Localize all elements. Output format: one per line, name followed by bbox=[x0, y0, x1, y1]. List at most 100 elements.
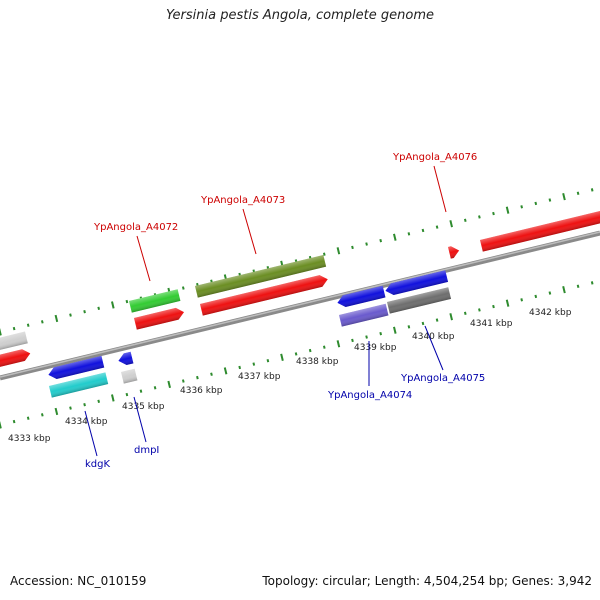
major-tick bbox=[0, 328, 2, 336]
minor-tick bbox=[463, 311, 467, 316]
major-tick bbox=[505, 206, 510, 214]
feature-gray-dmpi bbox=[121, 368, 138, 384]
minor-tick bbox=[365, 242, 368, 246]
minor-tick bbox=[590, 281, 594, 285]
ruler-label-4337: 4337 kbp bbox=[238, 372, 281, 382]
minor-tick bbox=[463, 218, 467, 223]
feature-layer bbox=[0, 208, 600, 398]
feature-shading bbox=[385, 270, 449, 296]
major-tick bbox=[167, 380, 171, 389]
major-tick bbox=[111, 394, 115, 402]
feature-blue-a4075 bbox=[385, 270, 449, 296]
major-tick bbox=[562, 193, 566, 201]
feature-purple-a4074 bbox=[339, 303, 389, 327]
minor-tick bbox=[26, 416, 30, 420]
feature-shading bbox=[195, 254, 327, 298]
gene-label-a4075: YpAngola_A4075 bbox=[400, 373, 485, 384]
minor-tick bbox=[139, 389, 143, 393]
feature-blue-kdgk bbox=[48, 355, 105, 380]
feature-shading bbox=[129, 289, 181, 313]
feature-shading bbox=[48, 355, 105, 380]
feature-shading bbox=[200, 275, 328, 316]
feature-shading bbox=[49, 372, 109, 398]
minor-tick bbox=[435, 225, 439, 229]
gene-label-kdgk: kdgK bbox=[85, 459, 110, 470]
leader-line-a4073 bbox=[242, 208, 257, 255]
minor-tick bbox=[379, 331, 383, 336]
major-tick bbox=[393, 326, 397, 334]
gene-label-a4074: YpAngola_A4074 bbox=[327, 390, 412, 401]
feature-shading bbox=[0, 349, 31, 369]
ruler-label-4334: 4334 kbp bbox=[65, 417, 108, 427]
minor-tick bbox=[478, 215, 481, 219]
minor-tick bbox=[534, 201, 538, 206]
minor-tick bbox=[97, 399, 101, 404]
leader-line-a4076 bbox=[433, 165, 447, 213]
feature-red-a4076 bbox=[448, 246, 460, 259]
minor-tick bbox=[294, 352, 298, 356]
leader-line-a4075 bbox=[424, 325, 444, 371]
gene-label-dmpi: dmpI bbox=[134, 445, 159, 456]
major-tick bbox=[449, 220, 453, 228]
feature-cyan-kdgk bbox=[49, 372, 109, 398]
minor-tick bbox=[548, 198, 552, 202]
minor-tick bbox=[407, 232, 411, 236]
accession-text: Accession: NC_010159 bbox=[10, 574, 147, 588]
lower-ruler bbox=[0, 281, 594, 429]
gene-label-a4076: YpAngola_A4076 bbox=[392, 152, 477, 163]
feature-shading bbox=[118, 351, 134, 366]
feature-green-a4072 bbox=[129, 289, 181, 313]
ruler-label-4341: 4341 kbp bbox=[470, 319, 513, 329]
feature-red-right bbox=[480, 208, 600, 252]
major-tick bbox=[223, 367, 228, 375]
minor-tick bbox=[492, 211, 495, 216]
minor-tick bbox=[322, 252, 326, 256]
minor-tick bbox=[83, 310, 86, 314]
gene-labels: YpAngola_A4072 YpAngola_A4073 YpAngola_A40… bbox=[84, 152, 485, 470]
minor-tick bbox=[69, 406, 72, 410]
ruler-label-4333: 4333 kbp bbox=[8, 434, 51, 444]
major-tick bbox=[449, 313, 453, 321]
major-tick bbox=[336, 247, 341, 255]
minor-tick bbox=[69, 313, 72, 317]
minor-tick bbox=[266, 359, 270, 363]
major-tick bbox=[336, 340, 341, 348]
feature-red-a4073 bbox=[200, 275, 328, 316]
minor-tick bbox=[40, 320, 44, 324]
feature-red-left bbox=[0, 349, 31, 369]
minor-tick bbox=[83, 403, 86, 407]
minor-tick bbox=[492, 304, 495, 309]
minor-tick bbox=[421, 228, 425, 233]
minor-tick bbox=[435, 318, 439, 322]
feature-darkgray-a4075 bbox=[387, 287, 452, 314]
minor-tick bbox=[181, 286, 185, 290]
minor-tick bbox=[252, 362, 256, 366]
minor-tick bbox=[210, 372, 213, 376]
minor-tick bbox=[520, 298, 524, 302]
genome-title: Yersinia pestis Angola, complete genome bbox=[166, 8, 434, 23]
minor-tick bbox=[590, 188, 594, 192]
minor-tick bbox=[407, 325, 411, 329]
minor-tick bbox=[12, 419, 16, 424]
minor-tick bbox=[351, 245, 354, 250]
gene-label-a4072: YpAngola_A4072 bbox=[93, 222, 178, 233]
feature-shading bbox=[134, 307, 185, 330]
minor-tick bbox=[379, 238, 383, 243]
feature-shading bbox=[121, 368, 138, 384]
minor-tick bbox=[40, 413, 44, 417]
minor-tick bbox=[365, 335, 368, 339]
major-tick bbox=[0, 421, 2, 429]
minor-tick bbox=[308, 348, 312, 353]
minor-tick bbox=[181, 379, 185, 383]
minor-tick bbox=[548, 291, 552, 295]
feature-shading bbox=[448, 246, 460, 259]
feature-shading bbox=[480, 208, 600, 252]
backbone-line bbox=[0, 230, 600, 381]
minor-tick bbox=[478, 308, 481, 312]
minor-tick bbox=[97, 306, 101, 311]
feature-blue-a4074 bbox=[337, 285, 386, 308]
minor-tick bbox=[238, 365, 242, 370]
feature-shading bbox=[387, 287, 452, 314]
major-tick bbox=[280, 353, 284, 361]
